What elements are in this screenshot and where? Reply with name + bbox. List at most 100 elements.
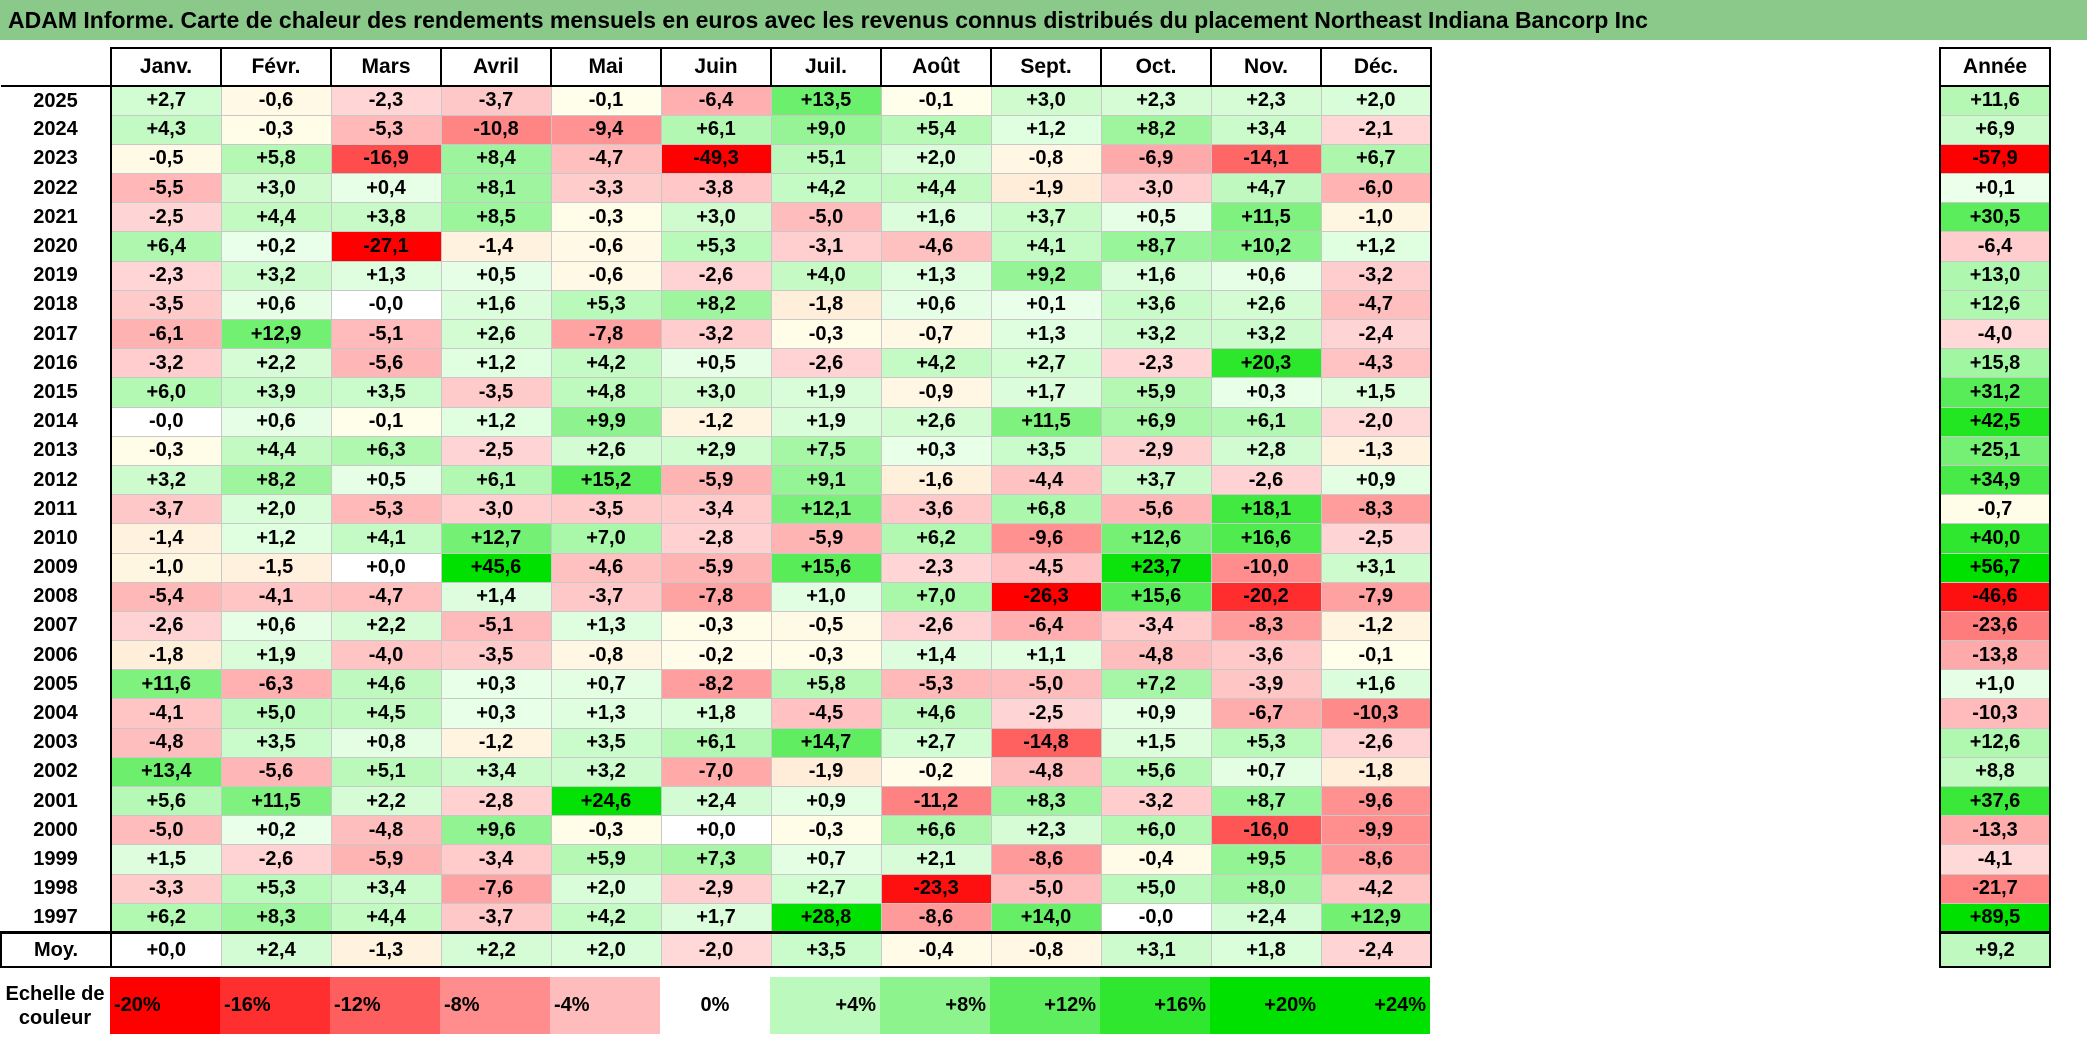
heatmap-cell: -9,9	[1320, 815, 1432, 846]
heatmap-cell: -2,6	[660, 261, 772, 291]
heatmap-cell: -4,0	[330, 640, 442, 671]
heatmap-cell: +0,7	[1210, 757, 1322, 788]
month-header: Mai	[550, 47, 662, 87]
heatmap-cell: +0,6	[1210, 261, 1322, 291]
heatmap-cell: +2,6	[1210, 290, 1322, 321]
heatmap-cell: -2,6	[110, 611, 222, 642]
heatmap-cell: -3,0	[440, 494, 552, 525]
heatmap-cell: -1,5	[220, 553, 332, 583]
heatmap-cell: +0,0	[330, 553, 442, 583]
annual-cell: +56,7	[1939, 553, 2051, 583]
heatmap-cell: +0,6	[880, 290, 992, 321]
heatmap-cell: +12,1	[770, 494, 882, 525]
year-label: 2000	[1, 815, 112, 845]
table-row: 2010 -1,4 +1,2 +4,1 +12,7 +7,0 -2,8 -5,9 +6,2 -9,…	[1, 523, 1432, 554]
heatmap-cell: +8,4	[440, 144, 552, 175]
heatmap-cell: -0,2	[660, 640, 772, 671]
month-header: Juil.	[770, 47, 882, 87]
heatmap-cell: -0,6	[550, 231, 662, 262]
heatmap-cell: -9,4	[550, 115, 662, 145]
heatmap-cell: -5,0	[990, 874, 1102, 904]
heatmap-cell: -8,6	[880, 903, 992, 934]
heatmap-cell: -3,4	[440, 844, 552, 875]
heatmap-cell: +0,3	[440, 669, 552, 700]
year-label: 2011	[1, 494, 112, 524]
heatmap-cell: -7,8	[550, 319, 662, 350]
annual-cell: +40,0	[1939, 523, 2051, 554]
heatmap-cell: +12,9	[1320, 903, 1432, 934]
heatmap-cell: -3,7	[440, 903, 552, 934]
heatmap-cell: +3,8	[330, 202, 442, 233]
heatmap-cell: -0,0	[110, 407, 222, 437]
heatmap-cell: +8,3	[990, 786, 1102, 817]
heatmap-cell: -2,6	[880, 611, 992, 642]
year-label: 2021	[1, 202, 112, 232]
heatmap-cell: -4,7	[1320, 290, 1432, 321]
heatmap-cell: +1,3	[330, 261, 442, 291]
table-row: 2005 +11,6 -6,3 +4,6 +0,3 +0,7 -8,2 +5,8 -5,3 -5,…	[1, 669, 1432, 700]
color-scale-stop: -20%	[110, 977, 220, 1034]
heatmap-cell: +14,0	[990, 903, 1102, 934]
heatmap-cell: -3,1	[770, 231, 882, 262]
heatmap-cell: +9,5	[1210, 844, 1322, 875]
annual-cell: +34,9	[1939, 465, 2051, 496]
heatmap-cell: -0,9	[880, 377, 992, 408]
heatmap-cell: -3,5	[110, 290, 222, 321]
heatmap-cell: -3,4	[660, 494, 772, 525]
table-row: 2017 -6,1 +12,9 -5,1 +2,6 -7,8 -3,2 -0,3 -0,7 +1,…	[1, 319, 1432, 350]
heatmap-cell: +2,7	[880, 728, 992, 758]
heatmap-cell: -8,6	[1320, 844, 1432, 875]
heatmap-cell: +9,6	[440, 815, 552, 846]
heatmap-cell: +12,9	[220, 319, 332, 350]
year-label: 2013	[1, 436, 112, 466]
annual-row: +6,9	[1939, 115, 2051, 145]
heatmap-cell: +5,9	[550, 844, 662, 875]
heatmap-cell: -11,2	[880, 786, 992, 817]
heatmap-cell: +3,4	[440, 757, 552, 788]
heatmap-cell: +4,3	[110, 115, 222, 145]
heatmap-cell: +6,8	[990, 494, 1102, 525]
average-label: Moy.	[0, 930, 112, 969]
average-cell: +3,5	[770, 930, 882, 969]
heatmap-cell: -1,8	[110, 640, 222, 671]
heatmap-cell: +3,5	[550, 728, 662, 758]
year-label: 2014	[1, 407, 112, 437]
heatmap-cell: -7,8	[660, 582, 772, 612]
heatmap-cell: -2,3	[110, 261, 222, 291]
table-row: 2020 +6,4 +0,2 -27,1 -1,4 -0,6 +5,3 -3,1 -4,6 +4,…	[1, 231, 1432, 262]
month-header: Août	[880, 47, 992, 87]
heatmap-cell: -5,9	[660, 465, 772, 496]
heatmap-cell: -5,6	[220, 757, 332, 788]
table-row: 2008 -5,4 -4,1 -4,7 +1,4 -3,7 -7,8 +1,0 +7,0 -26,…	[1, 582, 1432, 612]
heatmap-cell: -1,8	[770, 290, 882, 321]
color-scale-row: Echelle de couleur -20% -16% -12% -8% -4% 0% +…	[0, 977, 1430, 1034]
annual-row: -23,6	[1939, 611, 2051, 642]
heatmap-cell: +12,6	[1100, 523, 1212, 554]
annual-row: +15,8	[1939, 348, 2051, 379]
heatmap-cell: -1,9	[770, 757, 882, 788]
color-scale-stop: +12%	[990, 977, 1100, 1034]
heatmap-cell: +2,7	[110, 84, 222, 116]
heatmap-cell: +11,5	[1210, 202, 1322, 233]
table-row: 2023 -0,5 +5,8 -16,9 +8,4 -4,7 -49,3 +5,1 +2,0 -0…	[1, 144, 1432, 175]
heatmap-cell: +2,7	[990, 348, 1102, 379]
year-label: 2024	[1, 115, 112, 145]
year-label: 2020	[1, 231, 112, 262]
heatmap-cell: +4,2	[550, 903, 662, 934]
table-row: 2016 -3,2 +2,2 -5,6 +1,2 +4,2 +0,5 -2,6 +4,2 +2,7…	[1, 348, 1432, 379]
average-cell: +3,1	[1100, 930, 1212, 969]
table-row: 2018 -3,5 +0,6 -0,0 +1,6 +5,3 +8,2 -1,8 +0,6 +0,1…	[1, 290, 1432, 321]
heatmap-cell: -2,6	[1320, 728, 1432, 758]
year-label: 2022	[1, 173, 112, 203]
heatmap-cell: +2,4	[1210, 903, 1322, 934]
heatmap-cell: +16,6	[1210, 523, 1322, 554]
heatmap-cell: +2,4	[660, 786, 772, 817]
heatmap-cell: -4,1	[220, 582, 332, 612]
heatmap-cell: +0,4	[330, 173, 442, 204]
month-header-row: Janv. Févr. Mars Avril Mai Juin Juil. Août Sept.…	[1, 47, 1432, 87]
color-scale-stop: -8%	[440, 977, 550, 1034]
heatmap-cell: -3,7	[440, 84, 552, 116]
chart-title: ADAM Informe. Carte de chaleur des rende…	[0, 0, 2087, 40]
heatmap-cell: -2,9	[1100, 436, 1212, 466]
heatmap-cell: +1,9	[770, 377, 882, 408]
